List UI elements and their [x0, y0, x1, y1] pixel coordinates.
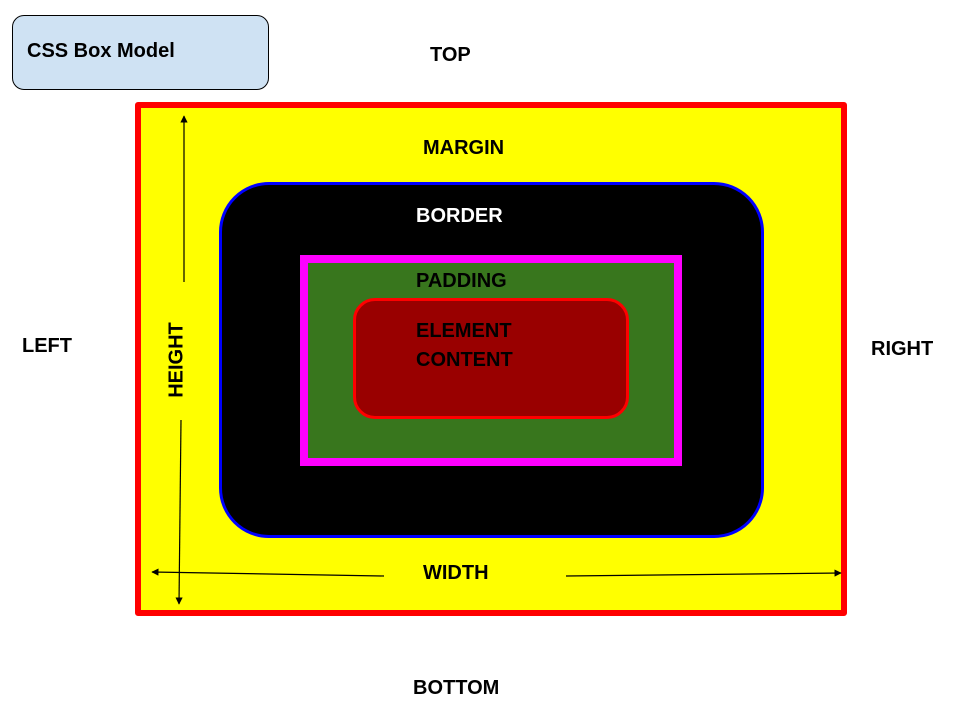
left-label: LEFT: [22, 335, 72, 357]
content-box: [353, 298, 629, 419]
diagram-title: CSS Box Model: [27, 40, 175, 62]
margin-label: MARGIN: [423, 137, 505, 159]
padding-label: PADDING: [416, 270, 507, 292]
content-label-line2: CONTENT: [416, 349, 513, 371]
content-label-line1: ELEMENT: [416, 320, 512, 342]
right-label: RIGHT: [871, 338, 934, 360]
border-label: BORDER: [416, 205, 503, 227]
top-label: TOP: [430, 44, 471, 66]
title-box: CSS Box Model: [12, 15, 269, 90]
width-label: WIDTH: [423, 562, 489, 584]
height-label: HEIGHT: [165, 322, 188, 398]
bottom-label: BOTTOM: [413, 677, 500, 699]
